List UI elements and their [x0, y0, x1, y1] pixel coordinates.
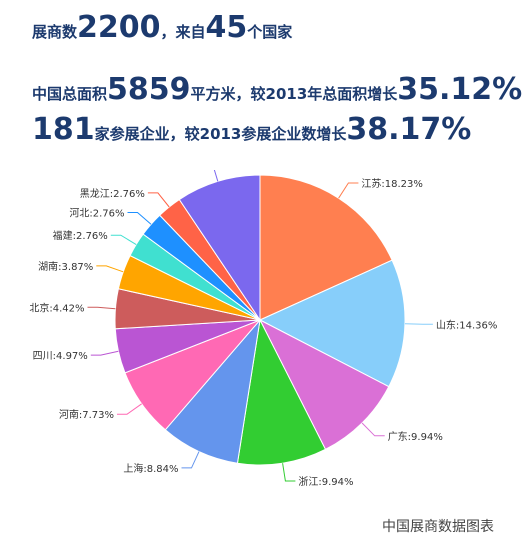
leader-line [338, 182, 359, 199]
text: 平方米，较2013年总面积增长 [190, 85, 398, 103]
slice-label: 河南:7.73% [59, 408, 114, 421]
pie-slice [258, 259, 406, 388]
pie-slice [258, 318, 390, 451]
leader-line [181, 451, 200, 469]
leader-line [117, 403, 142, 415]
text: 个国家 [247, 23, 293, 41]
slice-label: 四川:4.97% [33, 351, 88, 362]
leader-line [404, 323, 433, 325]
leader-line [213, 170, 219, 182]
slice-label: 上海:8.84% [123, 462, 178, 475]
country-count: 45 [205, 10, 248, 45]
company-count: 181 [32, 112, 95, 147]
leader-line [87, 306, 116, 310]
slice-label: 山东:14.36% [436, 318, 498, 331]
exhibitor-count: 2200 [77, 10, 161, 45]
slice-label: 河北:2.76% [69, 208, 124, 220]
company-growth: 38.17% [346, 112, 472, 147]
area-value: 5859 [107, 72, 191, 107]
slice-label: 福建:2.76% [53, 229, 108, 242]
leader-line [110, 234, 137, 246]
pie-slice [178, 174, 261, 322]
leader-line [361, 422, 385, 437]
slice-label: 湖南:3.87% [38, 260, 93, 273]
pie-slice [164, 318, 261, 464]
leader-line [147, 192, 170, 208]
leader-line [96, 265, 124, 273]
text: 家参展企业，较2013参展企业数增长 [94, 125, 347, 143]
leader-line [282, 463, 296, 482]
slice-label: 其他（红色区域）:9.39% [84, 170, 199, 171]
text: ，来自 [160, 23, 206, 41]
chart-caption: 中国展商数据图表 [382, 519, 494, 535]
text: 中国总面积 [32, 85, 108, 103]
slice-label: 江苏:18.23% [361, 177, 423, 190]
leader-line [90, 350, 119, 356]
text: 展商数 [32, 23, 78, 41]
slice-label: 浙江:9.94% [298, 476, 353, 488]
company-line: 181家参展企业，较2013参展企业数增长38.17% [32, 112, 471, 147]
slice-label: 北京:4.42% [29, 301, 84, 314]
slice-label: 黑龙江:2.76% [80, 187, 145, 200]
pie-slice [259, 174, 393, 321]
pie-chart: 江苏:18.23% 山东:14.36% 广东:9.94% 浙江:9.94% 上海:8.8… [29, 170, 498, 488]
area-growth: 35.12% [397, 72, 523, 107]
leader-line [127, 212, 152, 225]
exhibitor-count-line: 展商数2200，来自45个国家 [32, 10, 292, 45]
slice-label: 广东:9.94% [388, 430, 443, 443]
area-line: 中国总面积5859平方米，较2013年总面积增长35.12% [32, 72, 522, 107]
